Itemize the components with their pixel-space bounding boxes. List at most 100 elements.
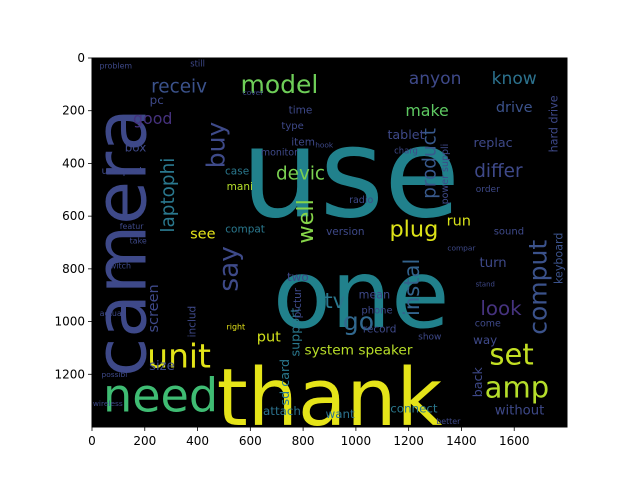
word-monitor: monitor — [261, 147, 298, 158]
word-well: well — [293, 199, 319, 244]
word-camera: camera — [80, 108, 163, 377]
word-see: see — [190, 227, 215, 243]
word-time: time — [289, 105, 313, 117]
word-support: support — [288, 308, 303, 357]
word-better: better — [436, 417, 461, 426]
y-tick-label: 1200 — [54, 367, 85, 381]
word-go: go — [343, 307, 374, 336]
word-hard-drive: hard drive — [547, 95, 560, 152]
word-problem: problem — [99, 61, 132, 70]
word-featur: featur — [120, 222, 145, 231]
axes-frame — [91, 57, 568, 428]
word-way: way — [473, 333, 497, 347]
word-one: one — [273, 240, 450, 350]
word-look: look — [480, 297, 522, 320]
word-receiv: receiv — [151, 77, 207, 98]
word-power-suppli: power suppli — [440, 144, 451, 205]
word-make: make — [405, 101, 448, 120]
word-instal: instal — [399, 259, 424, 316]
x-tick-label: 1400 — [446, 434, 477, 448]
x-tick-label: 1200 — [393, 434, 424, 448]
word-say: say — [214, 246, 245, 292]
word-phone: phone — [361, 306, 392, 317]
wordcloud-canvas — [92, 58, 567, 427]
word-know: know — [492, 69, 537, 89]
x-tick-label: 800 — [292, 434, 315, 448]
word-right: right — [227, 322, 246, 331]
word-set: set — [489, 338, 533, 372]
word-comput: comput — [524, 240, 553, 335]
x-tick-label: 0 — [88, 434, 96, 448]
y-tick-label: 800 — [62, 262, 85, 276]
word-put: put — [257, 329, 281, 345]
word-hook: hook — [315, 141, 334, 150]
word-tablet: tablet — [387, 127, 424, 142]
word-product: product — [419, 128, 440, 199]
word-take: take — [130, 237, 147, 246]
word-devic: devic — [276, 164, 325, 185]
word-drive: drive — [496, 100, 533, 116]
word-want: want — [325, 407, 355, 421]
word-use: use — [241, 102, 460, 246]
word-record: record — [363, 324, 397, 336]
word-still: still — [190, 58, 205, 68]
word-plug: plug — [389, 216, 438, 242]
word-radio: radio — [349, 195, 373, 206]
word-come: come — [475, 319, 501, 330]
word-amp: amp — [485, 371, 549, 405]
word-charg: charg — [394, 145, 418, 155]
x-tick-label: 200 — [133, 434, 156, 448]
word-differ: differ — [474, 161, 523, 182]
word-version: version — [326, 226, 364, 238]
word-actual: actual — [100, 309, 124, 318]
word-order: order — [476, 185, 500, 195]
word-possibl: possibl — [102, 370, 128, 379]
word-includ: includ — [186, 306, 198, 338]
y-tick-label: 1000 — [54, 315, 85, 329]
y-tick-label: 200 — [62, 104, 85, 118]
word-case: case — [225, 165, 249, 177]
x-tick-label: 1000 — [341, 434, 372, 448]
word-model: model — [240, 70, 318, 99]
word-stand: stand — [476, 281, 495, 289]
word-without: without — [495, 404, 545, 419]
word-thank: thank — [217, 352, 443, 444]
word-good: good — [133, 109, 172, 128]
word-sd-card: sd card — [277, 359, 292, 406]
word-run: run — [447, 213, 471, 229]
x-tick-label: 600 — [239, 434, 262, 448]
word-system-speaker: system speaker — [305, 343, 413, 359]
y-tick-label: 0 — [77, 51, 85, 65]
word-tv: tv — [324, 288, 345, 313]
word-anyon: anyon — [409, 69, 462, 89]
word-turn: turn — [480, 256, 507, 271]
x-tick-label: 1600 — [499, 434, 530, 448]
y-tick-label: 400 — [62, 156, 85, 170]
word-mean: mean — [359, 289, 390, 302]
word-unit: unit — [147, 336, 211, 375]
word-replac: replac — [474, 135, 513, 150]
word-attach: attach — [263, 404, 301, 418]
word-item: item — [291, 136, 315, 148]
word-type: type — [281, 121, 303, 132]
word-sound: sound — [494, 227, 524, 238]
word-buy: buy — [202, 122, 231, 169]
word-laptophi: laptophi — [158, 158, 179, 233]
word-keyboard: keyboard — [553, 233, 566, 284]
word-compar: compar — [447, 243, 476, 252]
word-two: two — [287, 270, 309, 284]
word-pictur: pictur — [292, 287, 304, 318]
word-show: show — [418, 332, 441, 342]
word-mani: mani — [227, 181, 253, 193]
word-wireless: wireless — [93, 399, 123, 408]
word-cover: cover — [243, 88, 265, 97]
word-back: back — [470, 366, 485, 397]
y-tick-label: 600 — [62, 209, 85, 223]
word-box: box — [125, 141, 147, 155]
word-pc: pc — [150, 93, 164, 107]
word-screen: screen — [146, 284, 162, 332]
word-compat: compat — [225, 223, 265, 235]
word-size: size — [149, 359, 175, 374]
